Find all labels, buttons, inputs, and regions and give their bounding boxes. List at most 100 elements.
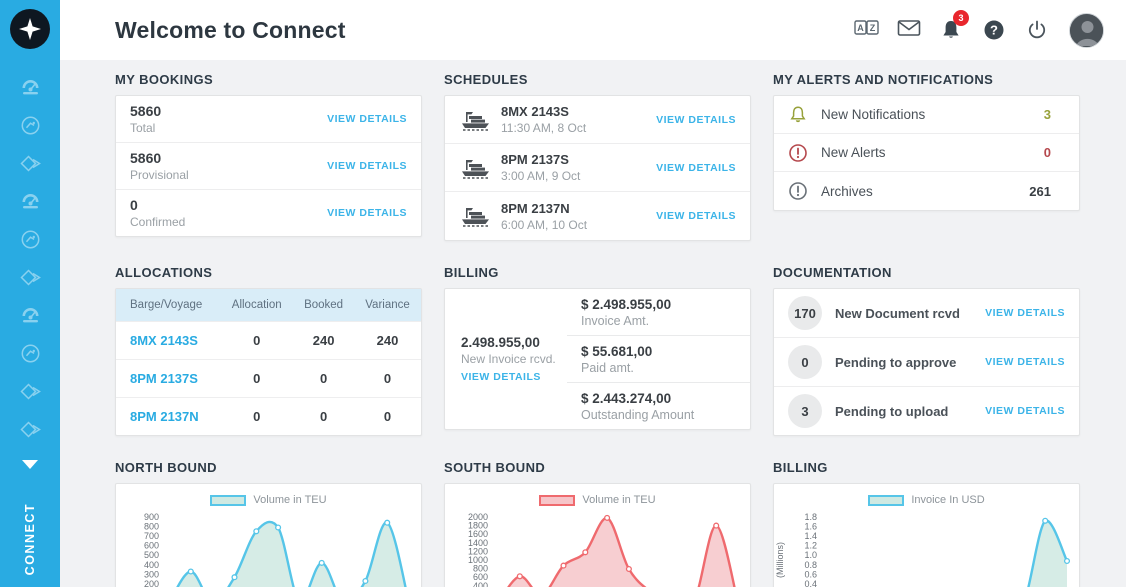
section-billing: BILLING 2.498.955,00 New Invoice rcvd. V… bbox=[444, 265, 751, 436]
user-avatar[interactable] bbox=[1069, 12, 1104, 48]
count-badge: 170 bbox=[788, 296, 822, 330]
doc-label: Pending to upload bbox=[835, 403, 949, 419]
legend-swatch bbox=[868, 494, 905, 506]
view-details-link[interactable]: VIEW DETAILS bbox=[327, 113, 407, 125]
invoice-total: 2.498.955,00 bbox=[461, 335, 540, 350]
svg-text:(Millions): (Millions) bbox=[775, 542, 785, 578]
section-alerts: MY ALERTS AND NOTIFICATIONS New Notifica… bbox=[773, 72, 1080, 241]
table-row: 8PM 2137S 0 0 0 bbox=[116, 359, 421, 398]
section-title: SOUTH BOUND bbox=[444, 460, 546, 475]
list-item[interactable]: New Alerts 0 bbox=[774, 134, 1079, 172]
translate-az-icon[interactable]: A Z bbox=[854, 19, 879, 41]
containers-icon[interactable] bbox=[19, 153, 41, 174]
section-documentation: DOCUMENTATION 170 New Document rcvd VIEW… bbox=[773, 265, 1080, 436]
view-details-link[interactable]: VIEW DETAILS bbox=[985, 356, 1065, 368]
list-item: 0 Pending to approve VIEW DETAILS bbox=[774, 338, 1079, 387]
section-north-bound: NORTH BOUND Volume in TEU 01002003004005… bbox=[115, 460, 422, 587]
legend-swatch bbox=[210, 494, 247, 506]
amount-label: Paid amt. bbox=[581, 361, 634, 375]
view-details-link[interactable]: VIEW DETAILS bbox=[656, 210, 736, 222]
billing-card: 2.498.955,00 New Invoice rcvd. VIEW DETA… bbox=[444, 288, 751, 430]
bell-icon[interactable]: 3 bbox=[940, 10, 969, 41]
view-details-link[interactable]: VIEW DETAILS bbox=[327, 207, 407, 219]
ship-circle-icon[interactable] bbox=[20, 115, 41, 136]
legend-label: Invoice In USD bbox=[911, 494, 985, 506]
chart-legend: Invoice In USD bbox=[774, 491, 1079, 509]
voyage-code: 8MX 2143S bbox=[501, 104, 569, 119]
booking-label: Provisional bbox=[130, 168, 189, 182]
schedules-card: 8MX 2143S 11:30 AM, 8 Oct VIEW DETAILS 8… bbox=[444, 95, 751, 241]
column-header: Variance bbox=[354, 289, 421, 322]
variance-value: 240 bbox=[354, 321, 421, 360]
sidebar-nav bbox=[19, 77, 41, 440]
view-details-link[interactable]: VIEW DETAILS bbox=[461, 371, 541, 383]
view-details-link[interactable]: VIEW DETAILS bbox=[985, 307, 1065, 319]
svg-text:200: 200 bbox=[144, 579, 159, 587]
svg-text:1.8: 1.8 bbox=[804, 512, 817, 522]
booking-label: Total bbox=[130, 121, 156, 135]
chevron-down-icon[interactable] bbox=[22, 460, 38, 469]
voyage-link[interactable]: 8MX 2143S bbox=[130, 333, 198, 348]
variance-value: 0 bbox=[354, 397, 421, 435]
alert-circle-icon bbox=[788, 143, 808, 163]
svg-text:1.6: 1.6 bbox=[804, 522, 817, 532]
list-item[interactable]: Archives 261 bbox=[774, 172, 1079, 210]
amount-label: Outstanding Amount bbox=[581, 408, 695, 422]
voyage-code: 8PM 2137S bbox=[501, 152, 569, 167]
compass-star-icon bbox=[19, 18, 41, 40]
mail-icon[interactable] bbox=[897, 19, 921, 41]
view-details-link[interactable]: VIEW DETAILS bbox=[656, 161, 736, 174]
amount-label: Invoice Amt. bbox=[581, 314, 650, 328]
svg-text:900: 900 bbox=[144, 512, 159, 522]
ship-circle-icon[interactable] bbox=[20, 343, 41, 364]
alert-label: New Notifications bbox=[821, 107, 926, 122]
alert-count: 261 bbox=[1029, 183, 1051, 199]
svg-text:A: A bbox=[857, 23, 864, 33]
north-bound-chart-card: Volume in TEU 01002003004005006007008009… bbox=[115, 483, 422, 587]
section-schedules: SCHEDULES 8MX 2143S 11:30 AM, 8 Oct VIEW… bbox=[444, 72, 751, 241]
column-header: Booked bbox=[293, 289, 355, 322]
containers-icon[interactable] bbox=[19, 381, 41, 402]
barge-icon bbox=[459, 204, 491, 228]
voyage-link[interactable]: 8PM 2137S bbox=[130, 371, 198, 386]
column-header: Allocation bbox=[220, 289, 294, 322]
svg-text:600: 600 bbox=[473, 572, 488, 582]
help-icon[interactable]: ? bbox=[983, 19, 1005, 41]
list-item: 5860 Provisional VIEW DETAILS bbox=[116, 143, 421, 190]
count-badge: 3 bbox=[788, 394, 822, 428]
svg-text:1400: 1400 bbox=[468, 538, 488, 548]
gauge-icon[interactable] bbox=[20, 191, 41, 212]
svg-text:800: 800 bbox=[144, 522, 159, 532]
section-title: BILLING bbox=[444, 265, 499, 280]
list-item[interactable]: New Notifications 3 bbox=[774, 96, 1079, 134]
gauge-icon[interactable] bbox=[20, 305, 41, 326]
svg-text:Z: Z bbox=[870, 23, 876, 33]
billing-chart-card: Invoice In USD 00.20.40.60.81.01.21.41.6… bbox=[773, 483, 1080, 587]
table-row: 8MX 2143S 0 240 240 bbox=[116, 321, 421, 360]
allocation-value: 0 bbox=[220, 397, 294, 435]
brand-label: CONNECT bbox=[23, 502, 37, 575]
ship-circle-icon[interactable] bbox=[20, 229, 41, 250]
view-details-link[interactable]: VIEW DETAILS bbox=[327, 160, 407, 172]
svg-text:1.2: 1.2 bbox=[804, 541, 817, 551]
app-logo[interactable] bbox=[10, 9, 50, 49]
gauge-icon[interactable] bbox=[20, 77, 41, 98]
list-item: 3 Pending to upload VIEW DETAILS bbox=[774, 387, 1079, 435]
voyage-time: 3:00 AM, 9 Oct bbox=[501, 169, 581, 183]
view-details-link[interactable]: VIEW DETAILS bbox=[985, 405, 1065, 417]
voyage-link[interactable]: 8PM 2137N bbox=[130, 409, 199, 424]
invoice-label: New Invoice rcvd. bbox=[461, 352, 556, 366]
section-my-bookings: MY BOOKINGS 5860 Total VIEW DETAILS 5860… bbox=[115, 72, 422, 241]
containers-icon[interactable] bbox=[19, 267, 41, 288]
section-allocations: ALLOCATIONS Barge/Voyage Allocation Book… bbox=[115, 265, 422, 436]
booking-count: 0 bbox=[130, 197, 138, 213]
power-icon[interactable] bbox=[1026, 19, 1048, 41]
amount-value: $ 2.498.955,00 bbox=[581, 297, 672, 312]
list-item: 0 Confirmed VIEW DETAILS bbox=[116, 190, 421, 236]
containers-icon[interactable] bbox=[19, 419, 41, 440]
view-details-link[interactable]: VIEW DETAILS bbox=[656, 113, 736, 126]
list-item: $ 2.498.955,00 Invoice Amt. bbox=[567, 289, 750, 336]
header-actions: A Z 3 ? bbox=[854, 10, 1104, 48]
billing-breakdown: $ 2.498.955,00 Invoice Amt. $ 55.681,00 … bbox=[567, 293, 750, 425]
variance-value: 0 bbox=[354, 359, 421, 398]
